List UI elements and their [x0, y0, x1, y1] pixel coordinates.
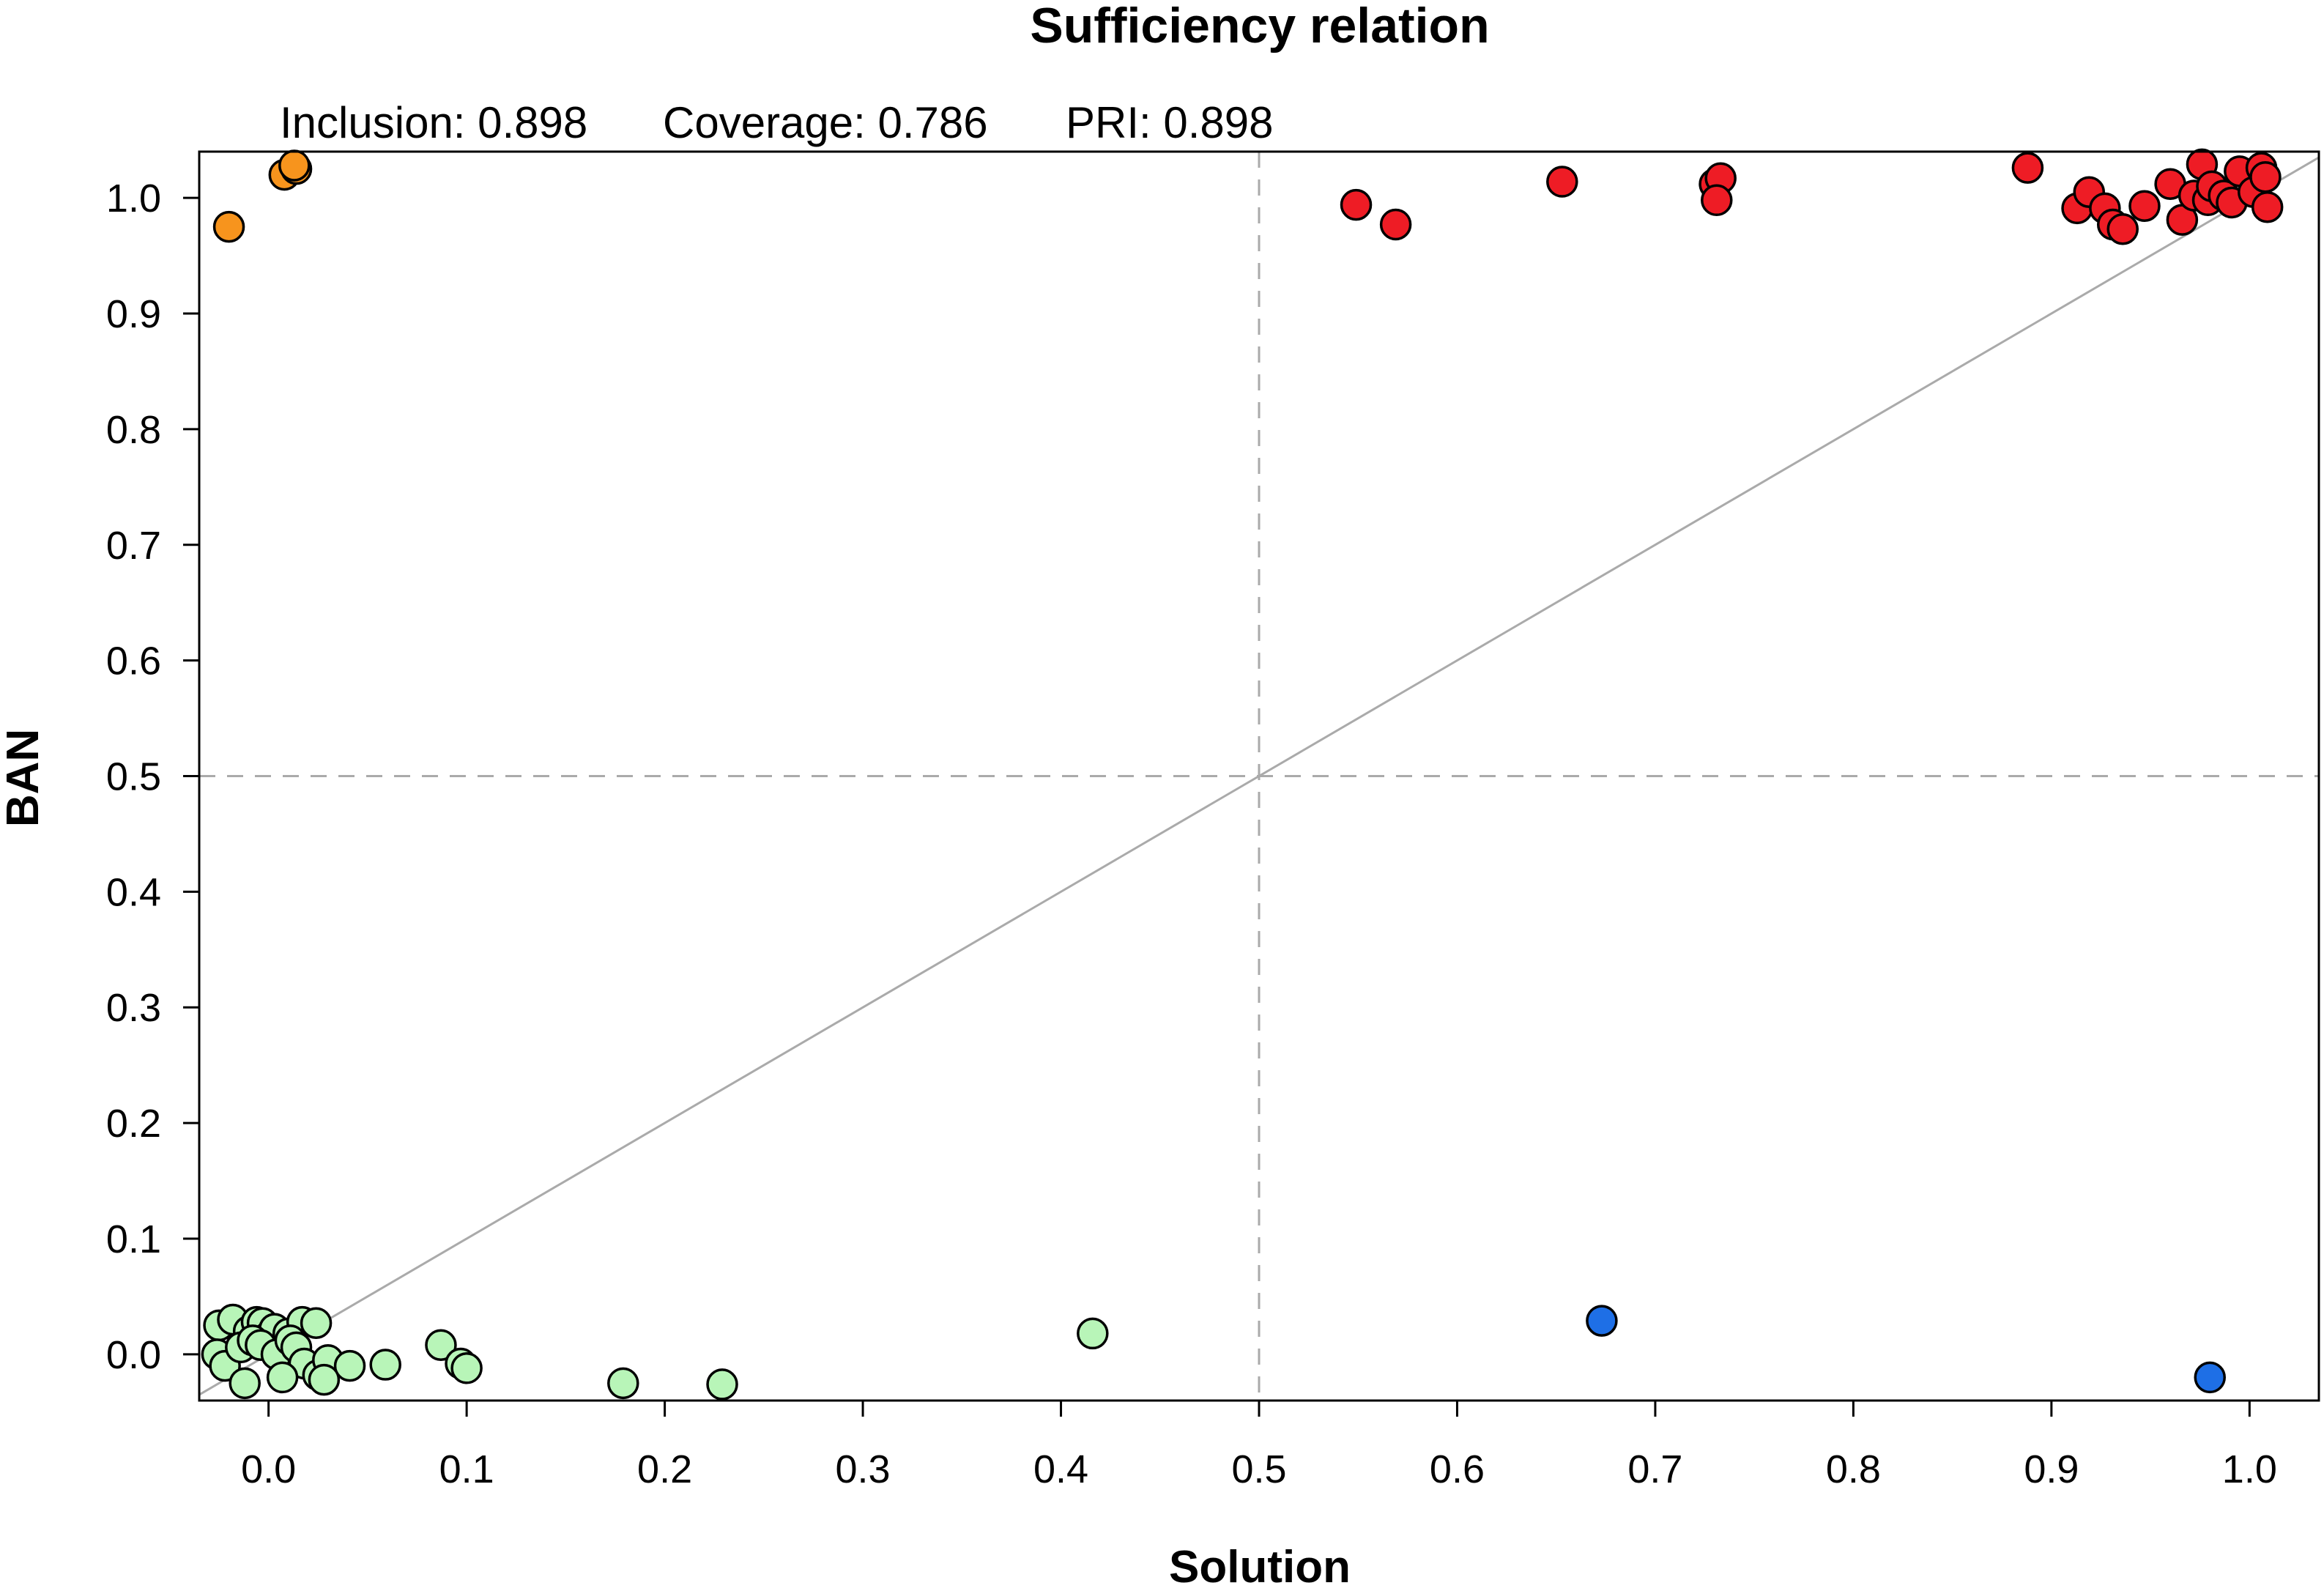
data-point-red	[2249, 160, 2282, 193]
x-tick-label: 0.7	[1627, 1447, 1682, 1491]
x-tick-label: 0.6	[1430, 1447, 1485, 1491]
data-point-lightgreen	[300, 1307, 333, 1339]
y-axis-label: BAN	[0, 729, 48, 827]
y-tick-label: 0.4	[106, 870, 161, 914]
data-point-red	[2251, 191, 2284, 223]
x-tick-label: 0.2	[637, 1447, 692, 1491]
data-point-lightgreen	[706, 1368, 738, 1401]
y-tick-label: 0.3	[106, 986, 161, 1030]
y-tick-label: 0.2	[106, 1102, 161, 1146]
x-tick-label: 0.9	[2024, 1447, 2079, 1491]
data-point-red	[2128, 190, 2161, 222]
y-axis: 0.0 0.1 0.2 0.3 0.4 0.5 0.6 0.7 0.8 0.9 1.0	[106, 177, 199, 1377]
reference-lines	[198, 152, 2320, 1401]
x-tick-label: 0.4	[1033, 1447, 1088, 1491]
y-tick-label: 0.6	[106, 639, 161, 683]
stat-coverage: Coverage: 0.786	[663, 98, 988, 147]
x-tick-label: 0.5	[1231, 1447, 1286, 1491]
data-point-red	[1701, 184, 1733, 217]
data-point-blue	[1586, 1305, 1618, 1337]
stat-pri: PRI: 0.898	[1066, 98, 1274, 147]
data-point-red	[1546, 166, 1578, 198]
y-tick-label: 0.1	[106, 1217, 161, 1261]
data-point-orange	[278, 149, 311, 182]
y-tick-label: 1.0	[106, 177, 161, 220]
x-tick-label: 0.1	[439, 1447, 494, 1491]
y-tick-label: 0.7	[106, 524, 161, 568]
x-tick-label: 1.0	[2222, 1447, 2277, 1491]
data-points	[201, 148, 2284, 1401]
x-tick-label: 0.0	[241, 1447, 296, 1491]
data-point-lightgreen	[607, 1367, 639, 1400]
data-point-red	[2106, 213, 2139, 245]
y-tick-label: 0.5	[106, 755, 161, 799]
data-point-lightgreen	[229, 1367, 261, 1400]
data-point-lightgreen	[369, 1349, 401, 1381]
y-tick-label: 0.8	[106, 408, 161, 452]
data-point-lightgreen	[266, 1361, 299, 1394]
x-tick-label: 0.3	[836, 1447, 891, 1491]
y-tick-label: 0.9	[106, 292, 161, 336]
x-axis: 0.0 0.1 0.2 0.3 0.4 0.5 0.6 0.7 0.8 0.9 1.0	[241, 1401, 2277, 1491]
data-point-lightgreen	[425, 1329, 457, 1361]
data-point-orange	[212, 210, 245, 243]
plot-frame	[198, 150, 2320, 1402]
data-point-lightgreen	[1077, 1317, 1109, 1350]
data-point-lightgreen	[450, 1352, 483, 1384]
chart-title: Sufficiency relation	[1030, 0, 1489, 53]
y-tick-label: 0.0	[106, 1333, 161, 1377]
data-point-blue	[2194, 1361, 2226, 1394]
stat-inclusion: Inclusion: 0.898	[280, 98, 587, 147]
x-axis-label: Solution	[1169, 1542, 1351, 1591]
data-point-red	[2011, 152, 2044, 184]
data-point-red	[1340, 188, 1373, 221]
data-point-lightgreen	[308, 1363, 341, 1396]
data-point-lightgreen	[333, 1349, 366, 1382]
data-point-red	[1379, 208, 1412, 241]
x-tick-label: 0.8	[1826, 1447, 1881, 1491]
